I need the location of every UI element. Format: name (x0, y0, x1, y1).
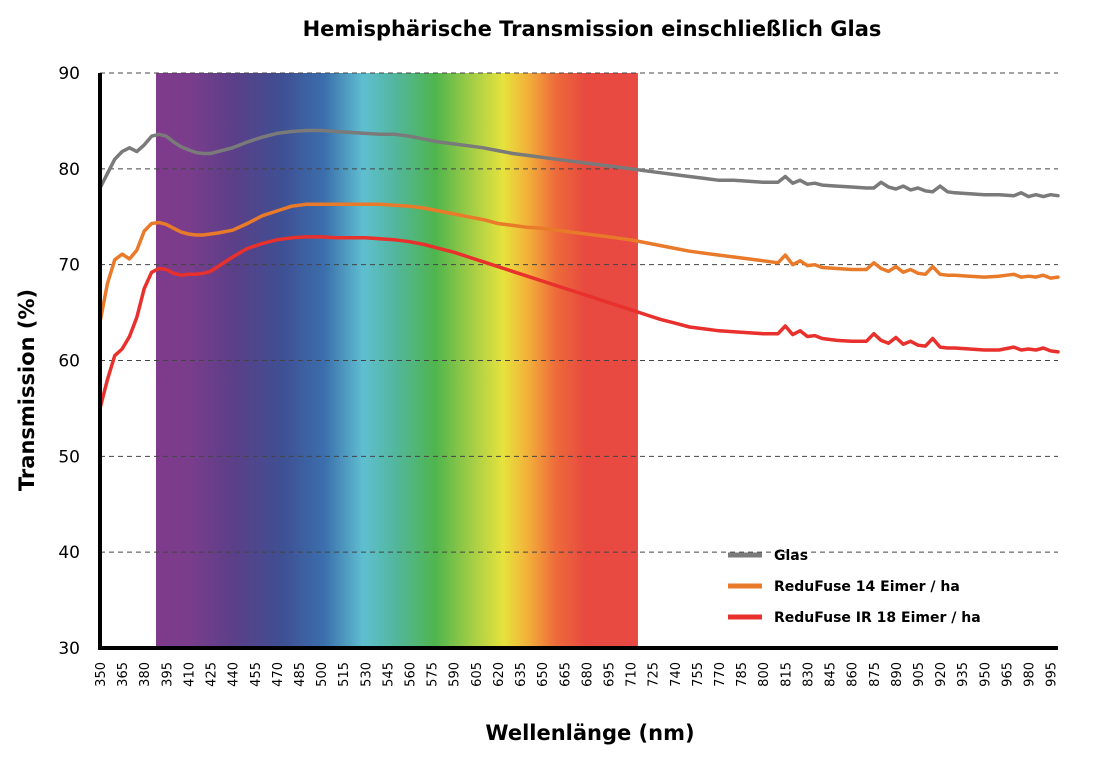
y-tick-label: 60 (58, 352, 80, 372)
x-tick-label: 695 (602, 662, 617, 687)
x-tick-label: 470 (271, 662, 286, 687)
x-axis-title: Wellenlänge (nm) (485, 721, 694, 745)
x-tick-label: 965 (1000, 662, 1015, 687)
x-tick-label: 485 (293, 662, 308, 687)
y-tick-label: 80 (58, 160, 80, 180)
x-tick-label: 875 (868, 662, 883, 687)
x-tick-label: 650 (536, 662, 551, 687)
x-tick-label: 350 (94, 662, 109, 687)
series-lines (98, 128, 1060, 411)
series-line-2 (98, 202, 1060, 324)
x-tick-label: 680 (580, 662, 595, 687)
x-tick-label: 575 (426, 662, 441, 687)
x-tick-label: 740 (669, 662, 684, 687)
x-tick-label: 500 (315, 662, 330, 687)
x-tick-label: 410 (182, 662, 197, 687)
legend-label: Glas (774, 548, 808, 564)
x-tick-label: 710 (625, 662, 640, 687)
x-tick-label: 935 (956, 662, 971, 687)
y-tick-label: 50 (58, 447, 80, 467)
x-tick-label: 860 (846, 662, 861, 687)
x-tick-label: 590 (448, 662, 463, 687)
x-tick-label: 395 (160, 662, 175, 687)
x-tick-label: 785 (735, 662, 750, 687)
x-tick-label: 905 (912, 662, 927, 687)
x-tick-label: 980 (1023, 662, 1038, 687)
x-tick-label: 800 (757, 662, 772, 687)
y-axis-title: Transmission (%) (15, 289, 39, 491)
x-tick-label: 995 (1045, 662, 1060, 687)
x-tick-label: 560 (404, 662, 419, 687)
x-tick-label: 845 (824, 662, 839, 687)
x-tick-label: 605 (470, 662, 485, 687)
x-tick-label: 770 (713, 662, 728, 687)
y-tick-label: 30 (58, 639, 80, 659)
x-tick-label: 620 (492, 662, 507, 687)
x-tick-label: 455 (249, 662, 264, 687)
y-tick-label: 40 (58, 543, 80, 563)
x-tick-label: 755 (691, 662, 706, 687)
series-line-1 (98, 128, 1060, 199)
series-line-3 (98, 235, 1060, 411)
x-tick-label: 530 (359, 662, 374, 687)
x-tick-label: 425 (205, 662, 220, 687)
x-tick-labels: 350 365 380 395 410 425 440 455 470 485 500 515 530 5… (94, 662, 1060, 687)
x-tick-label: 920 (934, 662, 949, 687)
x-tick-label: 890 (890, 662, 905, 687)
x-tick-label: 635 (514, 662, 529, 687)
legend-label: ReduFuse IR 18 Eimer / ha (774, 610, 981, 626)
grid-lines (100, 72, 1058, 553)
y-tick-labels: 90 80 70 60 50 40 30 (58, 64, 80, 659)
x-tick-label: 830 (801, 662, 816, 687)
x-tick-label: 950 (978, 662, 993, 687)
y-tick-label: 70 (58, 256, 80, 276)
x-tick-label: 545 (381, 662, 396, 687)
legend: Glas ReduFuse 14 Eimer / ha ReduFuse IR 18… (728, 548, 981, 626)
x-tick-label: 380 (138, 662, 153, 687)
x-tick-label: 665 (558, 662, 573, 687)
legend-label: ReduFuse 14 Eimer / ha (774, 579, 960, 595)
y-tick-label: 90 (58, 64, 80, 84)
x-tick-label: 515 (337, 662, 352, 687)
x-tick-label: 815 (779, 662, 794, 687)
x-tick-label: 365 (116, 662, 131, 687)
x-tick-label: 725 (647, 662, 662, 687)
chart-title: Hemisphärische Transmission einschließli… (303, 17, 882, 41)
x-tick-label: 440 (227, 662, 242, 687)
